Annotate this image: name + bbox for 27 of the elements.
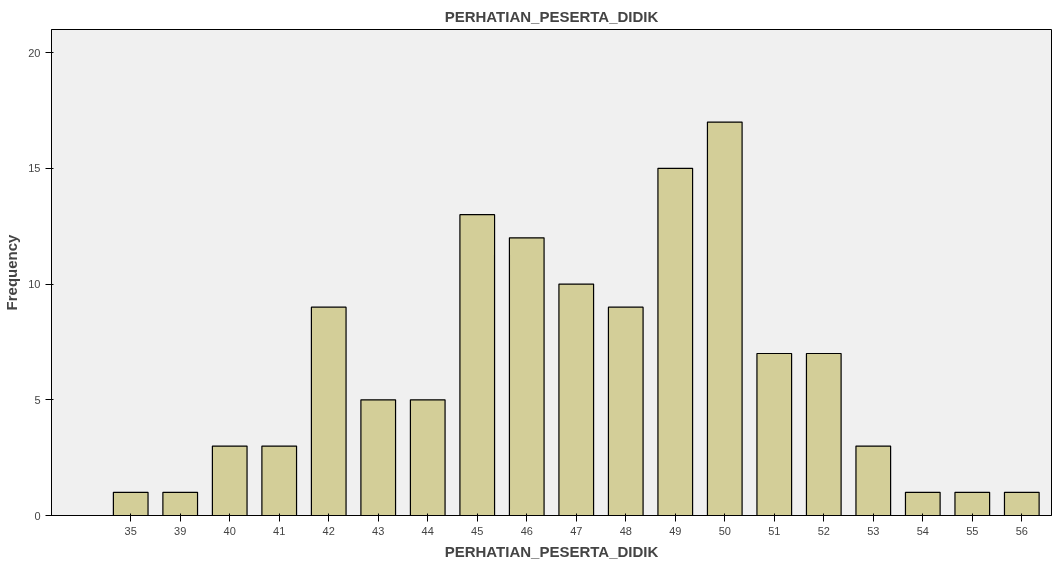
x-tick-label: 47 xyxy=(570,524,583,537)
x-tick-label: 50 xyxy=(718,524,731,537)
x-tick-label: 43 xyxy=(372,524,385,537)
y-tick-label: 20 xyxy=(28,46,41,59)
y-tick-label: 0 xyxy=(34,509,41,522)
x-tick-label: 39 xyxy=(174,524,187,537)
x-tick-label: 35 xyxy=(124,524,137,537)
x-tick-label: 45 xyxy=(471,524,484,537)
y-axis-title: Frequency xyxy=(3,233,21,311)
x-tick-label: 49 xyxy=(669,524,682,537)
x-tick-label: 44 xyxy=(421,524,434,537)
x-tick-label: 40 xyxy=(223,524,236,537)
x-tick-label: 52 xyxy=(817,524,830,537)
y-tick-label: 10 xyxy=(28,278,41,291)
chart-title: PERHATIAN_PESERTA_DIDIK xyxy=(444,7,659,25)
x-tick-label: 48 xyxy=(619,524,632,537)
x-tick-label: 42 xyxy=(322,524,335,537)
x-tick-label: 53 xyxy=(867,524,880,537)
x-tick-label: 51 xyxy=(768,524,781,537)
x-tick-label: 55 xyxy=(966,524,979,537)
y-tick-label: 15 xyxy=(28,162,41,175)
x-tick-label: 54 xyxy=(916,524,929,537)
x-tick-label: 46 xyxy=(520,524,533,537)
y-tick-label: 5 xyxy=(34,393,41,406)
x-axis-title: PERHATIAN_PESERTA_DIDIK xyxy=(444,542,659,560)
x-tick-label: 41 xyxy=(273,524,286,537)
x-tick-label: 56 xyxy=(1015,524,1028,537)
